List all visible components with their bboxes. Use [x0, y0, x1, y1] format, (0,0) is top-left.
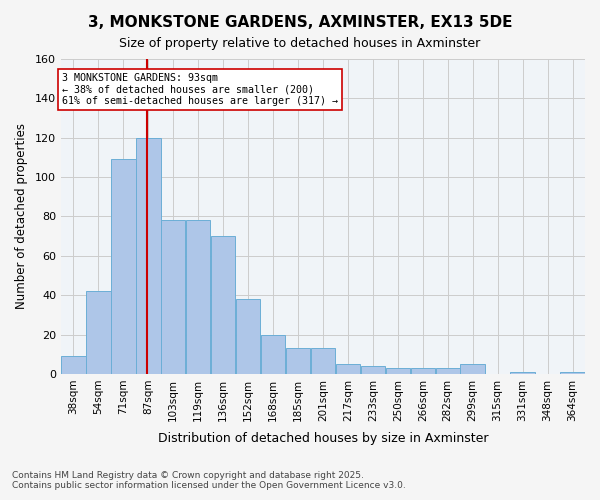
Text: Size of property relative to detached houses in Axminster: Size of property relative to detached ho… — [119, 38, 481, 51]
Bar — [261, 334, 285, 374]
Bar — [386, 368, 410, 374]
Text: 3 MONKSTONE GARDENS: 93sqm
← 38% of detached houses are smaller (200)
61% of sem: 3 MONKSTONE GARDENS: 93sqm ← 38% of deta… — [62, 73, 338, 106]
Bar — [211, 236, 235, 374]
Text: Contains HM Land Registry data © Crown copyright and database right 2025.
Contai: Contains HM Land Registry data © Crown c… — [12, 470, 406, 490]
Bar — [136, 138, 161, 374]
Bar — [161, 220, 185, 374]
Bar — [311, 348, 335, 374]
Bar — [186, 220, 211, 374]
Bar — [111, 160, 136, 374]
X-axis label: Distribution of detached houses by size in Axminster: Distribution of detached houses by size … — [158, 432, 488, 445]
Bar — [335, 364, 360, 374]
Bar — [86, 291, 110, 374]
Bar — [511, 372, 535, 374]
Bar — [436, 368, 460, 374]
Bar — [460, 364, 485, 374]
Bar — [361, 366, 385, 374]
Text: 3, MONKSTONE GARDENS, AXMINSTER, EX13 5DE: 3, MONKSTONE GARDENS, AXMINSTER, EX13 5D… — [88, 15, 512, 30]
Y-axis label: Number of detached properties: Number of detached properties — [15, 124, 28, 310]
Bar — [286, 348, 310, 374]
Bar — [560, 372, 585, 374]
Bar — [236, 299, 260, 374]
Bar — [410, 368, 435, 374]
Bar — [61, 356, 86, 374]
